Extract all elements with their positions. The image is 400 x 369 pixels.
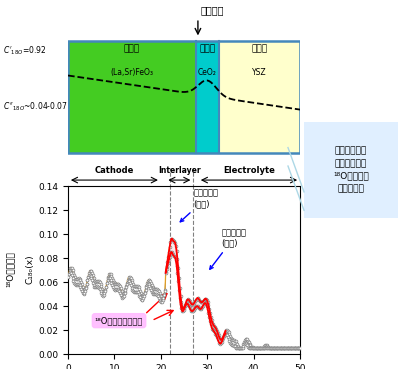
- Text: ガス排出部
(上部): ガス排出部 (上部): [210, 228, 246, 269]
- Text: ¹⁸O濃度の不連続部: ¹⁸O濃度の不連続部: [95, 316, 143, 325]
- Text: 低拡散層: 低拡散層: [200, 5, 224, 15]
- Circle shape: [27, 77, 49, 92]
- Bar: [219, 41, 300, 153]
- Text: $C''_{18O}$~0.04-0.07: $C''_{18O}$~0.04-0.07: [3, 100, 68, 113]
- Text: 空気極: 空気極: [124, 45, 140, 54]
- Circle shape: [18, 51, 44, 69]
- Text: 電解質: 電解質: [251, 45, 268, 54]
- Text: 中間層: 中間層: [199, 45, 215, 54]
- Text: Electrolyte: Electrolyte: [223, 166, 275, 175]
- Text: (La,Sr)FeO₃: (La,Sr)FeO₃: [110, 68, 153, 77]
- Text: C₁₈ₒ(x): C₁₈ₒ(x): [26, 255, 34, 284]
- Bar: [68, 41, 196, 153]
- Bar: [68, 41, 300, 153]
- Text: ガス導入部
(下部): ガス導入部 (下部): [180, 189, 218, 222]
- Circle shape: [10, 79, 33, 94]
- Bar: [196, 41, 219, 153]
- FancyBboxPatch shape: [300, 118, 400, 221]
- Text: 表面反応: 表面反応: [0, 368, 1, 369]
- Text: Cathode: Cathode: [95, 166, 134, 175]
- Text: $C'_{18O}$=0.92: $C'_{18O}$=0.92: [3, 44, 46, 57]
- Text: YSZ: YSZ: [252, 68, 267, 77]
- Text: CeO₂: CeO₂: [198, 68, 217, 77]
- Text: ¹⁸O相対濃度: ¹⁸O相対濃度: [6, 252, 14, 287]
- Text: セルの上下に
おいて流れた
¹⁸O濃度差：
電流密度差: セルの上下に おいて流れた ¹⁸O濃度差： 電流密度差: [333, 146, 369, 193]
- Text: Interlayer: Interlayer: [158, 166, 201, 175]
